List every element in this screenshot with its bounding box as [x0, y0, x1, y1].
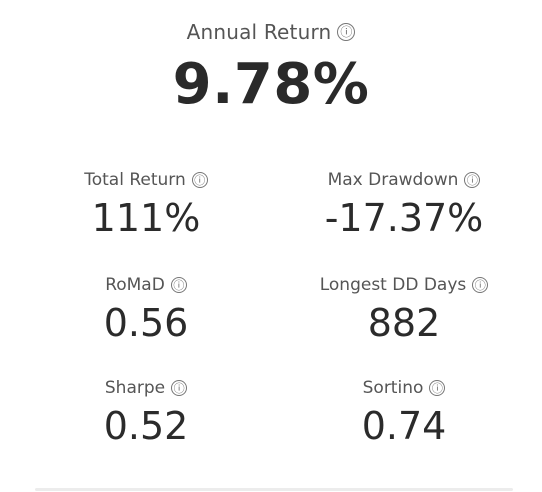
metric-label-row: Max Drawdown ⓘ — [328, 170, 481, 190]
metric-label-row: Longest DD Days ⓘ — [320, 275, 489, 295]
metric-label: Sortino — [362, 378, 424, 398]
metric-label-row: RoMaD ⓘ — [105, 275, 187, 295]
metric-label: Longest DD Days — [319, 275, 467, 295]
annual-return-label: Annual Return — [186, 20, 332, 44]
metric-label-row: Sharpe ⓘ — [104, 378, 188, 398]
info-icon[interactable]: ⓘ — [170, 277, 187, 293]
info-icon[interactable]: ⓘ — [472, 277, 489, 293]
bottom-divider — [35, 488, 513, 491]
info-icon[interactable]: ⓘ — [191, 172, 208, 188]
metric-value: 0.56 — [103, 301, 189, 345]
annual-return-label-row: Annual Return ⓘ — [187, 20, 356, 44]
metric-label: RoMaD — [105, 275, 165, 295]
metric-label-row: Total Return ⓘ — [84, 170, 208, 190]
metric-label: Total Return — [84, 170, 186, 190]
metric-max-drawdown: Max Drawdown ⓘ -17.37% — [268, 170, 540, 240]
metric-value: 0.52 — [103, 404, 189, 448]
info-icon[interactable]: ⓘ — [464, 172, 481, 188]
metric-label: Sharpe — [104, 378, 166, 398]
metric-value: 882 — [367, 301, 441, 345]
metric-sortino: Sortino ⓘ 0.74 — [268, 378, 540, 448]
metric-total-return: Total Return ⓘ 111% — [10, 170, 282, 240]
annual-return-value: 9.78% — [172, 52, 370, 117]
metric-longest-dd-days: Longest DD Days ⓘ 882 — [268, 275, 540, 345]
metric-romad: RoMaD ⓘ 0.56 — [10, 275, 282, 345]
metric-label: Max Drawdown — [327, 170, 459, 190]
metric-sharpe: Sharpe ⓘ 0.52 — [10, 378, 282, 448]
metric-label-row: Sortino ⓘ — [363, 378, 446, 398]
info-icon[interactable]: ⓘ — [171, 380, 188, 396]
info-icon[interactable]: ⓘ — [429, 380, 446, 396]
metric-value: -17.37% — [324, 196, 484, 240]
metric-value: 111% — [91, 196, 201, 240]
info-icon[interactable]: ⓘ — [337, 23, 356, 41]
annual-return-card: Annual Return ⓘ 9.78% — [0, 20, 542, 117]
metric-value: 0.74 — [361, 404, 447, 448]
